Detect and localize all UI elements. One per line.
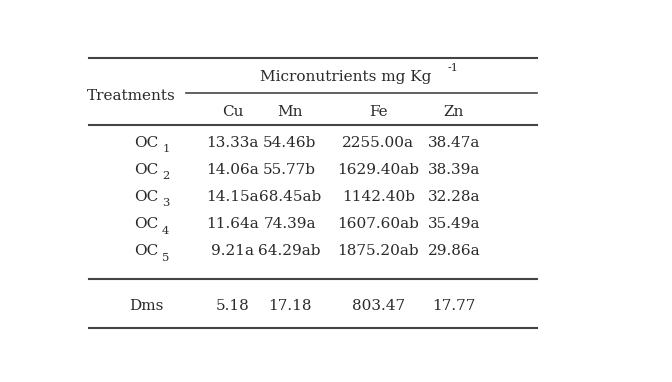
- Text: 13.33a: 13.33a: [206, 136, 259, 150]
- Text: 38.47a: 38.47a: [427, 136, 480, 150]
- Text: 1875.20ab: 1875.20ab: [337, 244, 419, 258]
- Text: 14.15a: 14.15a: [206, 190, 259, 204]
- Text: Cu: Cu: [222, 105, 243, 119]
- Text: 1: 1: [162, 144, 169, 154]
- Text: 38.39a: 38.39a: [427, 163, 480, 177]
- Text: 55.77b: 55.77b: [263, 163, 317, 177]
- Text: Micronutrients mg Kg: Micronutrients mg Kg: [260, 70, 431, 84]
- Text: 35.49a: 35.49a: [427, 217, 480, 231]
- Text: 11.64a: 11.64a: [206, 217, 259, 231]
- Text: 1607.60ab: 1607.60ab: [337, 217, 419, 231]
- Text: Fe: Fe: [369, 105, 388, 119]
- Text: Treatments: Treatments: [87, 89, 175, 103]
- Text: OC: OC: [134, 244, 159, 258]
- Text: OC: OC: [134, 190, 159, 204]
- Text: 1629.40ab: 1629.40ab: [337, 163, 419, 177]
- Text: Mn: Mn: [277, 105, 302, 119]
- Text: 5.18: 5.18: [216, 299, 249, 313]
- Text: 14.06a: 14.06a: [206, 163, 259, 177]
- Text: 803.47: 803.47: [351, 299, 405, 313]
- Text: OC: OC: [134, 163, 159, 177]
- Text: 64.29ab: 64.29ab: [259, 244, 321, 258]
- Text: 2255.00a: 2255.00a: [342, 136, 414, 150]
- Text: 68.45ab: 68.45ab: [259, 190, 321, 204]
- Text: 32.28a: 32.28a: [427, 190, 480, 204]
- Text: -1: -1: [448, 63, 458, 73]
- Text: 3: 3: [162, 199, 169, 209]
- Text: 5: 5: [162, 253, 169, 262]
- Text: OC: OC: [134, 136, 159, 150]
- Text: 2: 2: [162, 172, 169, 181]
- Text: 54.46b: 54.46b: [263, 136, 317, 150]
- Text: Zn: Zn: [444, 105, 464, 119]
- Text: OC: OC: [134, 217, 159, 231]
- Text: Dms: Dms: [129, 299, 164, 313]
- Text: 9.21a: 9.21a: [211, 244, 254, 258]
- Text: 17.77: 17.77: [432, 299, 476, 313]
- Text: 1142.40b: 1142.40b: [342, 190, 415, 204]
- Text: 29.86a: 29.86a: [427, 244, 480, 258]
- Text: 4: 4: [162, 225, 169, 236]
- Text: 17.18: 17.18: [268, 299, 311, 313]
- Text: 74.39a: 74.39a: [263, 217, 316, 231]
